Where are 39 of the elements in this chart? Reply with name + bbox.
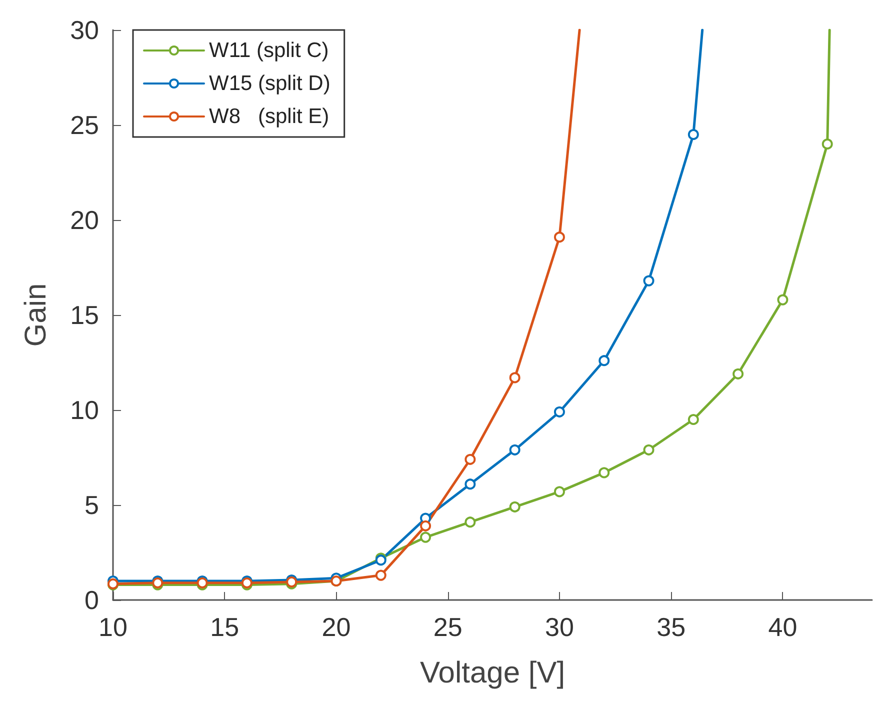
x-tick-label: 30 bbox=[545, 612, 574, 642]
point bbox=[420, 520, 432, 532]
point bbox=[554, 486, 565, 498]
x-tick-label: 35 bbox=[656, 612, 686, 642]
x-tick-label: 15 bbox=[210, 612, 240, 642]
legend-label: W15 (split D) bbox=[209, 72, 330, 95]
x-tick-label: 40 bbox=[768, 612, 798, 642]
point bbox=[375, 570, 386, 581]
point bbox=[420, 532, 432, 543]
point bbox=[509, 372, 520, 384]
point bbox=[598, 355, 610, 366]
point bbox=[464, 516, 476, 528]
y-tick-label: 5 bbox=[84, 490, 99, 520]
point bbox=[464, 454, 476, 465]
point bbox=[643, 275, 654, 286]
y-tick-label: 0 bbox=[84, 585, 99, 615]
point bbox=[509, 501, 520, 512]
point bbox=[598, 467, 610, 478]
point bbox=[464, 478, 476, 490]
point bbox=[777, 294, 788, 306]
legend-label: W11 (split C) bbox=[209, 39, 329, 62]
x-tick-label: 20 bbox=[322, 612, 351, 642]
y-tick-label: 10 bbox=[70, 395, 99, 425]
y-tick-label: 25 bbox=[70, 110, 99, 140]
point bbox=[822, 138, 833, 150]
point bbox=[554, 406, 565, 418]
point bbox=[732, 368, 744, 380]
point bbox=[509, 444, 520, 456]
y-tick-label: 15 bbox=[70, 300, 99, 330]
x-axis-title: Voltage [V] bbox=[420, 656, 566, 690]
legend-label: W8 (split E) bbox=[209, 105, 330, 128]
x-tick-label: 25 bbox=[433, 612, 462, 642]
y-axis-title: Gain bbox=[20, 283, 52, 347]
y-tick-label: 20 bbox=[70, 205, 99, 235]
y-tick-label: 30 bbox=[70, 15, 99, 45]
point bbox=[688, 129, 699, 140]
point bbox=[643, 444, 654, 456]
point bbox=[688, 414, 699, 425]
point bbox=[554, 232, 565, 243]
